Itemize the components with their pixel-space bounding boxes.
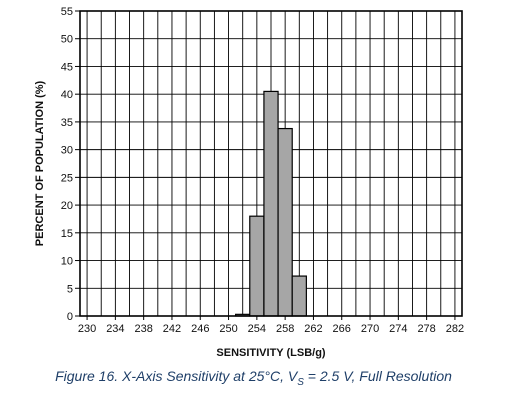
x-tick-label: 246 (191, 323, 209, 335)
y-tick-label: 5 (67, 283, 73, 295)
caption-suffix: = 2.5 V, Full Resolution (303, 368, 452, 384)
y-tick-label: 15 (61, 228, 73, 240)
x-tick-label: 278 (417, 323, 435, 335)
y-tick-label: 35 (61, 117, 73, 129)
x-axis-label: SENSITIVITY (LSB/g) (216, 347, 326, 359)
figure-caption: Figure 16. X-Axis Sensitivity at 25°C, V… (0, 368, 507, 388)
x-tick-label: 254 (248, 323, 266, 335)
histogram-bar (263, 90, 279, 317)
histogram-bar (249, 215, 265, 317)
y-tick-label: 25 (61, 172, 73, 184)
histogram-bar (277, 127, 293, 317)
caption-subscript: S (297, 376, 304, 388)
x-tick-label: 238 (134, 323, 152, 335)
histogram-bar (291, 275, 307, 317)
x-tick-label: 274 (389, 323, 407, 335)
x-tick-label: 242 (163, 323, 181, 335)
y-tick-label: 55 (61, 6, 73, 18)
y-tick-label: 40 (61, 89, 73, 101)
x-tick-label: 262 (304, 323, 322, 335)
histogram-bars (235, 90, 307, 317)
y-axis-ticks: 0 5 10 15 20 25 30 35 40 45 50 55 (61, 6, 80, 323)
plot-frame (79, 10, 463, 317)
caption-prefix: Figure 16. X-Axis Sensitivity at 25°C, V (55, 368, 298, 384)
y-tick-label: 45 (61, 61, 73, 73)
x-axis-ticks: 230 234 238 242 246 250 254 258 262 266 270 274 278 2… (78, 316, 464, 335)
x-tick-label: 250 (219, 323, 237, 335)
y-axis-label: PERCENT OF POPULATION (%) (34, 80, 46, 246)
x-tick-label: 258 (276, 323, 294, 335)
y-tick-label: 50 (61, 34, 73, 46)
x-tick-label: 270 (361, 323, 379, 335)
x-tick-label: 266 (333, 323, 351, 335)
y-tick-label: 30 (61, 145, 73, 157)
y-tick-label: 10 (61, 256, 73, 268)
y-tick-label: 0 (67, 311, 73, 323)
x-tick-label: 282 (446, 323, 464, 335)
x-tick-label: 230 (78, 323, 96, 335)
x-tick-label: 234 (106, 323, 124, 335)
y-tick-label: 20 (61, 200, 73, 212)
